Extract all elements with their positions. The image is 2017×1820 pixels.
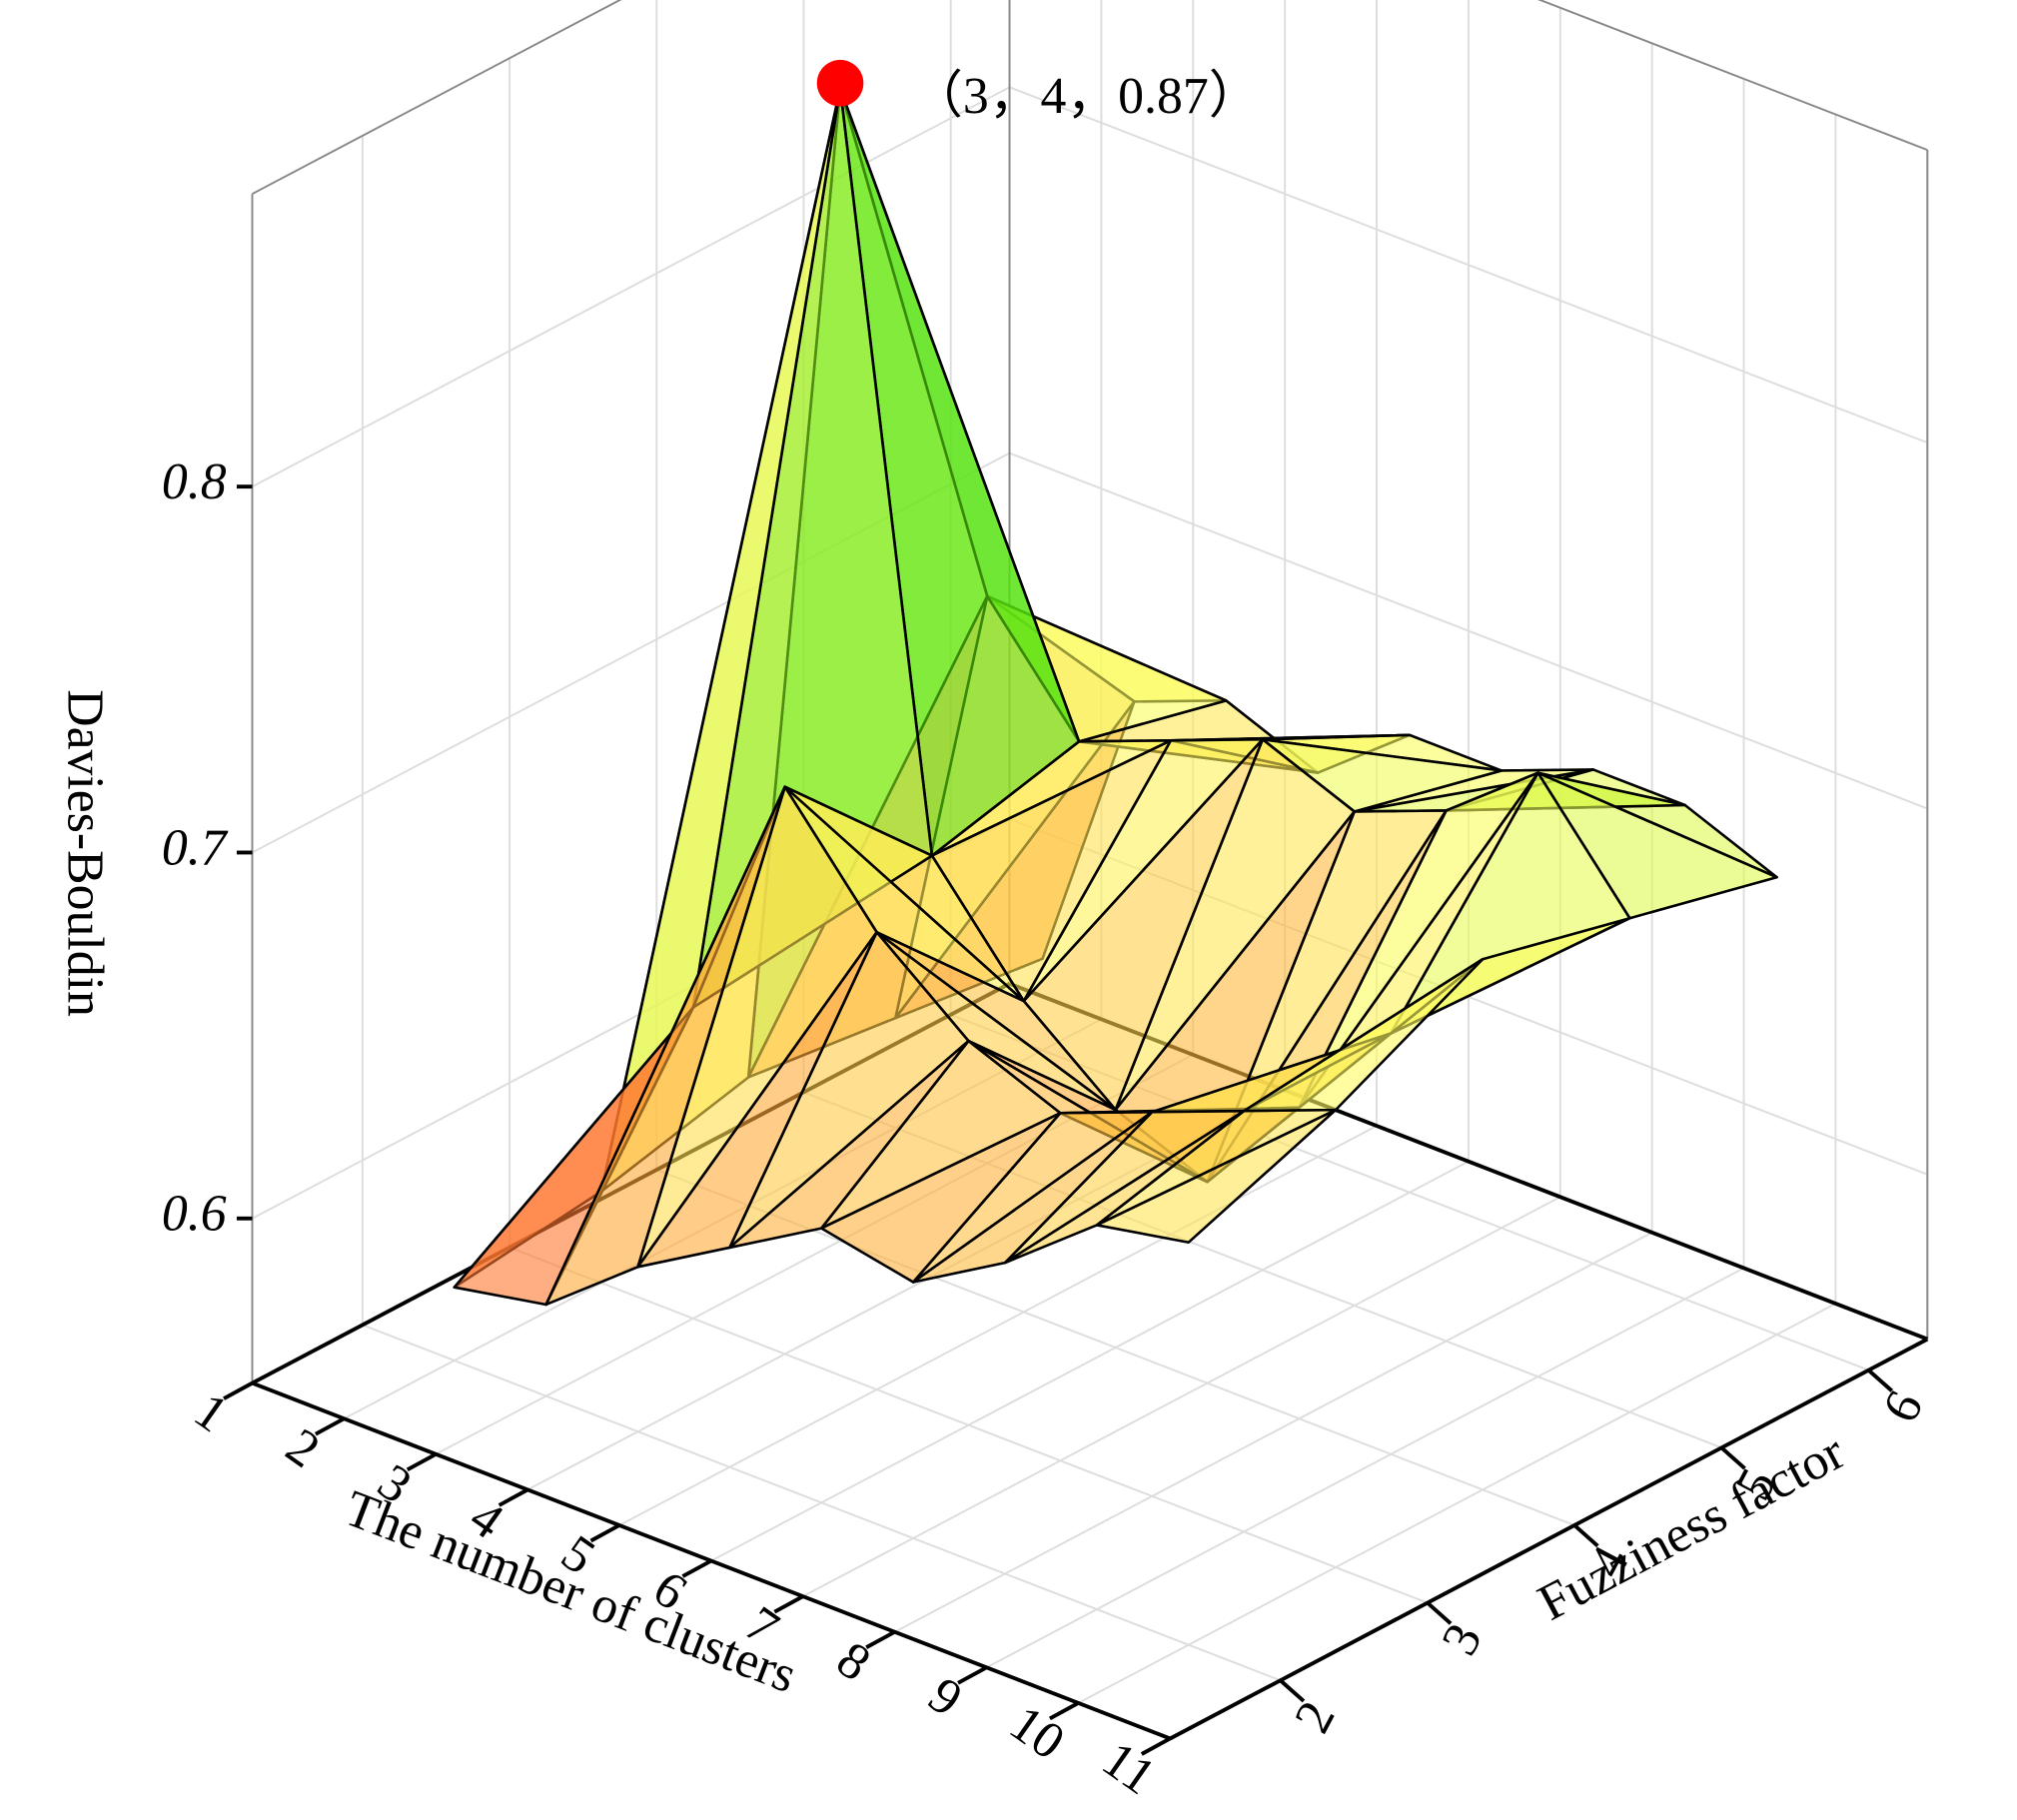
- grid-line: [362, 1324, 1281, 1682]
- surface-facet: [1003, 1109, 1246, 1265]
- y-tick-label: 3: [1431, 1614, 1493, 1664]
- z-axis-title: Davies-Bouldin: [57, 689, 114, 1017]
- x-tick-label: 1: [184, 1382, 238, 1444]
- tick-mark: [1719, 1445, 1746, 1470]
- tick-mark: [498, 1487, 529, 1507]
- grid-line: [894, 1232, 1653, 1633]
- tick-mark: [406, 1452, 438, 1472]
- tick-mark: [681, 1558, 712, 1578]
- axis-edge: [1537, 0, 1928, 152]
- grid-line: [1077, 1303, 1836, 1704]
- x-tick-label: 2: [276, 1417, 330, 1479]
- grid-line: [508, 1246, 1429, 1604]
- peak-annotation: （3，4，0.87）: [911, 68, 1260, 125]
- z-tick-label: 0.6: [162, 1186, 227, 1243]
- tick-mark: [1048, 1701, 1080, 1721]
- x-axis-title: The number of clusters: [338, 1479, 804, 1704]
- x-tick-label: 11: [1092, 1731, 1166, 1806]
- peak-marker: [816, 59, 864, 107]
- axis-edge: [1169, 1337, 1929, 1741]
- tick-mark: [957, 1665, 988, 1685]
- tick-mark: [223, 1380, 254, 1400]
- surface-facet: [911, 1110, 1154, 1284]
- axis-edge: [252, 0, 622, 195]
- tick-mark: [1572, 1523, 1599, 1548]
- y-tick-label: 2: [1284, 1692, 1346, 1742]
- tick-mark: [1867, 1368, 1894, 1392]
- tick-mark: [773, 1594, 804, 1614]
- y-tick-label: 6: [1872, 1382, 1934, 1432]
- grid-line: [618, 1125, 1378, 1526]
- x-tick-label: 8: [826, 1631, 880, 1693]
- surface-facet: [1095, 1108, 1338, 1245]
- surface-facet: [728, 1039, 970, 1250]
- surface-facet: [544, 785, 787, 1307]
- grid-line: [252, 86, 1010, 488]
- tick-mark: [314, 1416, 346, 1436]
- tick-mark: [1279, 1678, 1306, 1703]
- x-tick-label: 10: [999, 1695, 1074, 1771]
- grid-line: [986, 1267, 1744, 1669]
- surface-facet: [636, 930, 878, 1269]
- x-tick-label: 9: [918, 1666, 972, 1728]
- tick-mark: [589, 1523, 620, 1543]
- z-tick-label: 0.7: [162, 819, 229, 876]
- z-tick-label: 0.8: [162, 454, 227, 510]
- grid-line: [710, 1160, 1470, 1562]
- surface-facet: [819, 1111, 1062, 1284]
- tick-mark: [1426, 1601, 1453, 1625]
- grid-line: [802, 1196, 1561, 1597]
- tick-mark: [865, 1630, 896, 1649]
- tick-mark: [1140, 1736, 1172, 1756]
